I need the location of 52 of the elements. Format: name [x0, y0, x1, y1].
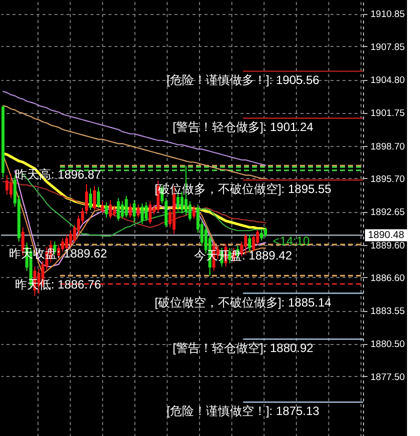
- candlestick: [244, 233, 248, 256]
- candlestick: [148, 200, 152, 225]
- candlestick: [5, 174, 8, 196]
- annotation: <14:10: [272, 234, 310, 248]
- candlestick: [108, 200, 112, 220]
- candlestick: [112, 205, 116, 217]
- candlestick: [69, 230, 72, 246]
- candlestick: [140, 202, 144, 225]
- candlestick: [256, 229, 260, 246]
- y-tick-label: 1898.70: [370, 141, 405, 152]
- y-tick-label: 1907.85: [370, 42, 405, 53]
- y-tick-label: 1892.65: [370, 207, 405, 218]
- candlestick: [96, 186, 100, 208]
- candlestick: [136, 204, 140, 218]
- candlestick: [65, 234, 68, 251]
- candlestick: [88, 188, 92, 210]
- candlestick: [252, 234, 256, 252]
- candlestick: [124, 195, 128, 218]
- y-tick-label: 1901.75: [370, 108, 405, 120]
- candlestick: [264, 226, 268, 238]
- candlestick: [104, 202, 108, 218]
- candlestick: [92, 186, 96, 210]
- y-tick-label: 1886.60: [370, 272, 405, 284]
- candlestick: [120, 200, 124, 220]
- y-tick-label: 1904.80: [370, 75, 405, 86]
- candlestick: [144, 202, 148, 222]
- y-tick-label: 1877.50: [370, 372, 405, 383]
- ref-line-label: [破位做空，不破位做多]: 1885.14: [154, 295, 332, 310]
- candlestick: [61, 238, 64, 252]
- line-series: [2, 105, 266, 179]
- candlestick: [100, 200, 104, 214]
- candlestick: [9, 174, 12, 199]
- candlestick: [128, 202, 132, 218]
- ref-line-label: [警告！轻仓做空]: 1880.92: [172, 341, 314, 356]
- y-tick-label: 1889.60: [370, 240, 405, 252]
- y-tick-label: 1910.85: [370, 9, 405, 20]
- y-tick-label: 1895.70: [370, 174, 405, 185]
- line-series: [2, 90, 266, 166]
- ref-line-label: [危险！谨慎做多！]: 1905.56: [166, 73, 320, 88]
- candlestick: [260, 229, 264, 241]
- candlestick: [116, 198, 120, 222]
- ref-line-label: [警告！轻仓做多]: 1901.24: [172, 120, 314, 134]
- y-tick-label: 1883.55: [370, 306, 405, 318]
- candlestick: [248, 234, 252, 252]
- candlestick: [85, 183, 88, 215]
- candlestick: [192, 205, 196, 220]
- candlestick: [132, 200, 136, 224]
- ref-line-label: [危险！谨慎做空！]: 1875.13: [166, 404, 320, 418]
- candlestick: [164, 198, 168, 228]
- y-tick-label: 1880.50: [370, 339, 405, 350]
- ref-line-label: 1890.48: [368, 230, 405, 242]
- candlestick: [188, 200, 192, 222]
